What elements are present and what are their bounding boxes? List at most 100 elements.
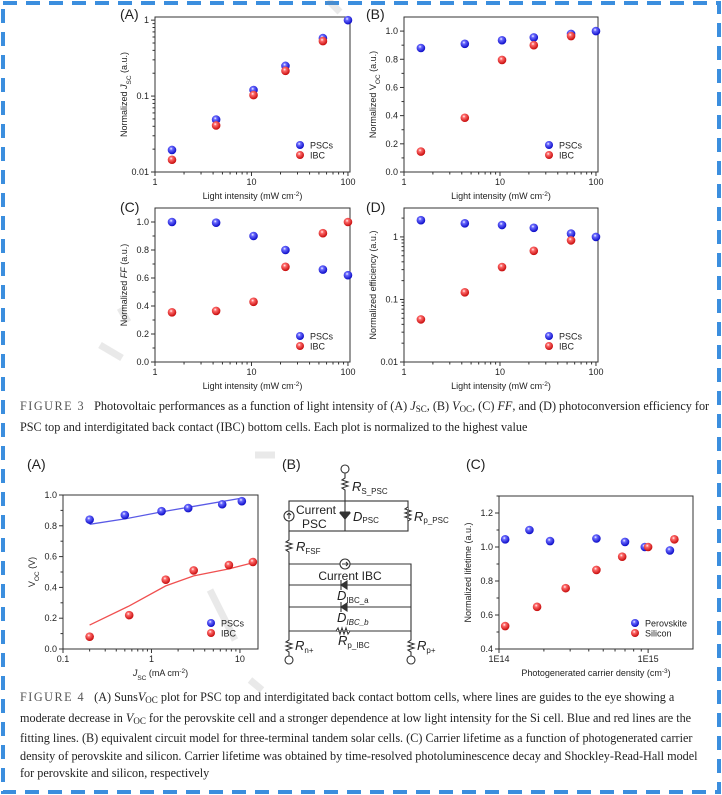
caption-segment: plot for PSC top and interdigitated back… — [20, 690, 675, 725]
label-segment: FF — [119, 267, 129, 278]
data-point-ibc — [529, 40, 539, 50]
label-segment: ) — [548, 191, 551, 201]
label-r-p: Rp+ — [417, 638, 436, 655]
label-segment: ) — [668, 668, 671, 678]
fig4-panel-c-label: (C) — [466, 456, 486, 472]
data-point-ibc — [161, 575, 171, 584]
y-axis-label: Normalized efficiency (a.u.) — [368, 231, 378, 340]
label-segment: ) — [548, 381, 551, 391]
data-point-ibc — [566, 236, 576, 245]
data-point-pscs — [416, 215, 426, 225]
chart-5: 1E14 1E15 0.4 0.6 0.8 1.0 1.2 Photogenerated ca… — [463, 495, 694, 678]
data-point-ibc — [318, 228, 328, 238]
label-segment: (V) — [27, 557, 37, 572]
data-point-pscs — [157, 506, 166, 516]
plot-frame — [403, 16, 599, 173]
legend-label: IBC — [310, 151, 326, 161]
data-point-pscs — [460, 39, 470, 49]
y-axis-label: Normalized JSC (a.u.) — [119, 52, 133, 137]
data-point-pscs — [343, 270, 353, 280]
data-point-pscs — [120, 510, 130, 520]
plot-frame — [154, 16, 351, 173]
x-tick-label: 1 — [149, 654, 154, 664]
figure3-caption-text: Photovoltaic performances as a function … — [20, 399, 709, 434]
label-segment: V — [27, 581, 37, 587]
terminal-n — [284, 655, 294, 665]
data-point-perovskite — [525, 525, 534, 535]
data-point-pscs — [591, 232, 601, 242]
x-tick-label: 100 — [588, 367, 603, 377]
legend-label: IBC — [221, 629, 237, 639]
data-point-silicon — [643, 542, 653, 552]
label-segment: -2 — [294, 381, 300, 388]
data-point-pscs — [460, 219, 470, 228]
y-tick-label: 1.0 — [480, 542, 493, 552]
y-tick-label: 1.0 — [136, 217, 149, 227]
watermark — [98, 0, 343, 693]
y-tick-label: 1.2 — [480, 508, 493, 518]
label-segment: -2 — [179, 668, 185, 675]
label-segment: OC — [375, 74, 382, 84]
legend-marker — [296, 342, 304, 350]
label-segment: Normalized — [119, 89, 129, 137]
data-point-ibc — [281, 262, 290, 272]
y-tick-label: 0.6 — [44, 552, 57, 562]
fig3-panel-d-label: (D) — [366, 199, 386, 215]
figure4-caption: FIGURE 4 (A) SunsVOC plot for PSC top and… — [20, 689, 710, 783]
x-tick-label: 100 — [588, 177, 603, 187]
data-point-pscs — [497, 220, 507, 230]
x-axis-label: Light intensity (mW cm-2) — [451, 191, 551, 202]
data-point-pscs — [318, 265, 328, 274]
label-current-psc-1: Current — [296, 503, 337, 517]
x-axis-label: Light intensity (mW cm-2) — [451, 381, 551, 392]
data-point-ibc — [85, 632, 94, 641]
x-tick-label: 10 — [246, 367, 256, 377]
data-point-ibc — [460, 288, 470, 297]
legend-label: PSCs — [310, 141, 334, 151]
data-point-ibc — [416, 147, 426, 156]
data-point-silicon — [500, 621, 510, 631]
data-point-ibc — [211, 306, 221, 316]
y-tick-label: 0.1 — [136, 91, 149, 101]
data-point-pscs — [281, 245, 290, 255]
label-segment: -2 — [294, 191, 300, 198]
legend-marker — [545, 151, 553, 159]
x-tick-label: 1E15 — [638, 654, 659, 664]
data-point-pscs — [167, 217, 177, 227]
data-point-ibc — [224, 560, 234, 570]
label-segment: Light intensity (mW cm — [451, 191, 542, 201]
x-tick-label: 1 — [401, 367, 406, 377]
legend-marker — [545, 141, 553, 149]
data-point-pscs — [529, 223, 539, 233]
data-point-pscs — [566, 229, 576, 238]
diode-ibc-b — [340, 601, 348, 613]
data-point-ibc — [248, 557, 258, 567]
caption-segment: Photovoltaic performances as a function … — [94, 399, 411, 413]
y-tick-label: 0.2 — [136, 329, 149, 339]
y-tick-label: 1.0 — [44, 490, 57, 500]
chart-4: 0.1 1 10 0.0 0.2 0.4 0.6 0.8 1.0 JSC (mA cm-2) VOC… — [27, 490, 259, 682]
legend-marker — [545, 342, 553, 350]
data-point-perovskite — [545, 536, 555, 546]
terminal-p — [406, 655, 416, 665]
data-point-pscs — [416, 43, 426, 53]
y-tick-label: 0.01 — [131, 167, 149, 177]
x-tick-label: 1 — [152, 177, 157, 187]
data-point-pscs — [183, 503, 193, 513]
y-tick-label: 0.1 — [385, 294, 398, 304]
label-segment: SC — [137, 675, 146, 682]
label-segment: -3 — [662, 668, 668, 675]
data-point-silicon — [532, 602, 542, 612]
data-point-perovskite — [500, 535, 510, 544]
legend-label: PSCs — [559, 141, 583, 151]
legend-marker — [631, 629, 639, 637]
legend-marker — [207, 619, 215, 627]
label-segment: Normalized efficiency (a.u.) — [368, 231, 378, 340]
legend-marker — [545, 332, 553, 340]
chart-2: 1 10 100 0.0 0.2 0.4 0.6 0.8 1.0 Light intensity … — [119, 207, 355, 391]
label-segment: (a.u.) — [368, 51, 378, 75]
label-segment: J — [119, 84, 129, 90]
data-point-silicon — [592, 565, 601, 575]
